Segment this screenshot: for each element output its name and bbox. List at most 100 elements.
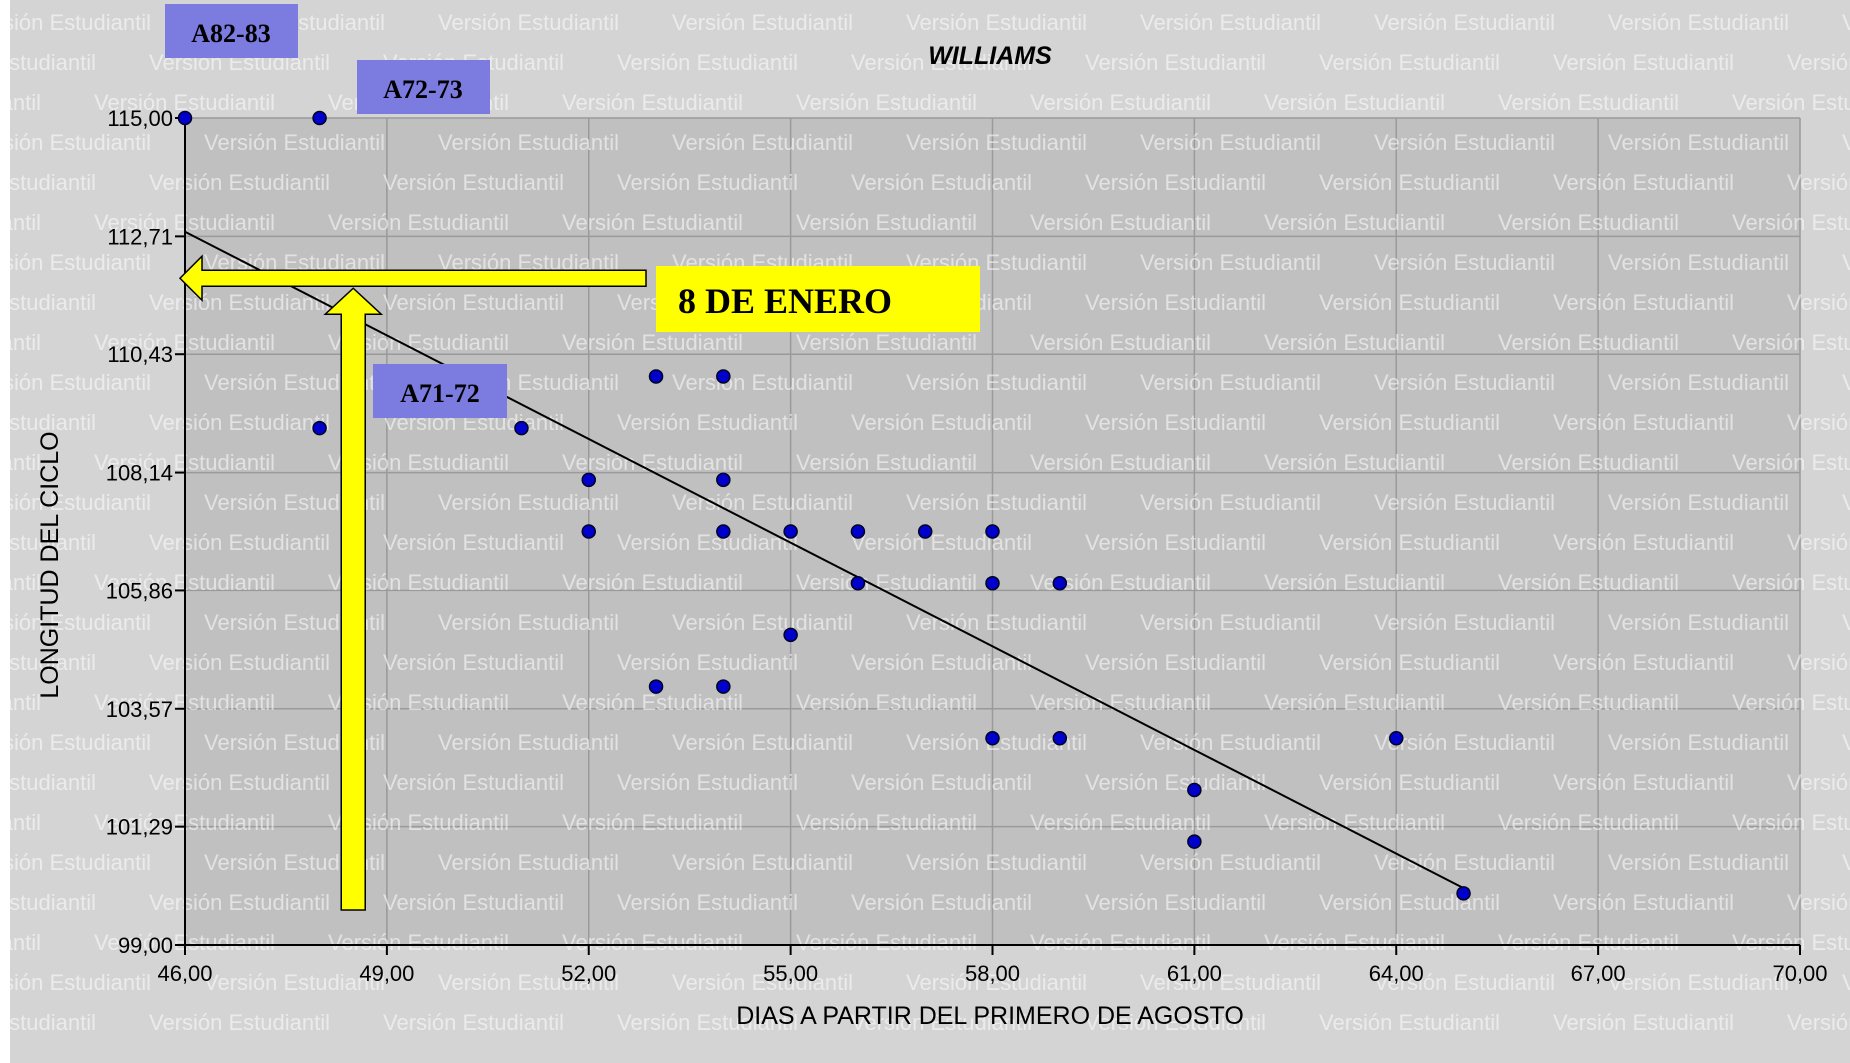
watermark-text: Versión Estudiantil [1140, 610, 1321, 635]
watermark-text: Versión Estudiantil [1085, 1010, 1266, 1035]
watermark-text: Versión Estudiantil [1498, 690, 1679, 715]
watermark-text: Versión Estudiantil [1842, 10, 1850, 35]
y-tick-label: 99,00 [118, 933, 173, 958]
watermark-text: Versión Estudiantil [906, 130, 1087, 155]
watermark-text: Versión Estudiantil [851, 50, 1032, 75]
watermark-text: Versión Estudiantil [1608, 370, 1789, 395]
x-tick-label: 46,00 [157, 961, 212, 986]
watermark-text: Versión Estudiantil [1140, 730, 1321, 755]
tag-8-de-enero-box [656, 266, 980, 332]
watermark-text: Versión Estudiantil [0, 50, 96, 75]
watermark-text: Versión Estudiantil [1732, 330, 1850, 355]
watermark-text: Versión Estudiantil [1608, 490, 1789, 515]
watermark-text: Versión Estudiantil [1553, 890, 1734, 915]
watermark-text: Versión Estudiantil [1140, 850, 1321, 875]
x-tick-label: 70,00 [1772, 961, 1827, 986]
watermark-text: Versión Estudiantil [1374, 370, 1555, 395]
watermark-text: Versión Estudiantil [1085, 650, 1266, 675]
watermark-text: Versión Estudiantil [617, 530, 798, 555]
data-point [716, 524, 731, 539]
watermark-text: Versión Estudiantil [1498, 210, 1679, 235]
watermark-text: Versión Estudiantil [1374, 10, 1555, 35]
watermark-text: Versión Estudiantil [906, 970, 1087, 995]
watermark-text: Versión Estudiantil [0, 650, 96, 675]
watermark-text: Versión Estudiantil [851, 530, 1032, 555]
watermark-text: Versión Estudiantil [1085, 50, 1266, 75]
watermark-text: Versión Estudiantil [1608, 970, 1789, 995]
watermark-text: Versión Estudiantil [383, 290, 564, 315]
watermark-text: Versión Estudiantil [906, 370, 1087, 395]
tag-a82-83: A82-83 [191, 19, 270, 48]
watermark-text: Versión Estudiantil [796, 810, 977, 835]
watermark-text: Versión Estudiantil [906, 610, 1087, 635]
watermark-text: Versión Estudiantil [672, 970, 853, 995]
watermark-text: Versión Estudiantil [1498, 930, 1679, 955]
watermark-text: Versión Estudiantil [1787, 650, 1850, 675]
watermark-text: Versión Estudiantil [1319, 530, 1500, 555]
watermark-text: Versión Estudiantil [1787, 170, 1850, 195]
watermark-text: Versión Estudiantil [438, 10, 619, 35]
x-tick-label: 55,00 [763, 961, 818, 986]
watermark-text: Versión Estudiantil [1553, 1010, 1734, 1035]
watermark-text: Versión Estudiantil [796, 210, 977, 235]
watermark-text: Versión Estudiantil [851, 170, 1032, 195]
watermark-text: Versión Estudiantil [0, 570, 41, 595]
watermark-text: Versión Estudiantil [1140, 490, 1321, 515]
watermark-text: Versión Estudiantil [0, 850, 151, 875]
watermark-text: Versión Estudiantil [1374, 130, 1555, 155]
tag-8-de-enero: 8 DE ENERO [678, 281, 892, 321]
watermark-text: Versión Estudiantil [149, 530, 330, 555]
watermark-text: Versión Estudiantil [383, 890, 564, 915]
watermark-text: Versión Estudiantil [1374, 250, 1555, 275]
watermark-text: Versión Estudiantil [1319, 650, 1500, 675]
watermark-text: Versión Estudiantil [1264, 930, 1445, 955]
watermark-text: Versión Estudiantil [0, 930, 41, 955]
watermark-text: Versión Estudiantil [617, 50, 798, 75]
gridlines [184, 117, 1801, 946]
watermark-text: Versión Estudiantil [383, 770, 564, 795]
watermark-text: Versión Estudiantil [0, 690, 41, 715]
watermark-text: Versión Estudiantil [1732, 210, 1850, 235]
watermark-text: Versión Estudiantil [1732, 810, 1850, 835]
watermark-text: Versión Estudiantil [1732, 930, 1850, 955]
watermark-text: Versión Estudiantil [562, 570, 743, 595]
watermark-text: Versión Estudiantil [1787, 530, 1850, 555]
watermark-text: Versión Estudiantil [0, 890, 96, 915]
watermark-text: Versión Estudiantil [796, 330, 977, 355]
y-axis-label: LONGITUD DEL CICLO [36, 431, 64, 698]
watermark-text: Versión Estudiantil [1319, 170, 1500, 195]
watermark-text: Versión Estudiantil [1319, 890, 1500, 915]
watermark-text: Versión Estudiantil [796, 450, 977, 475]
watermark-text: Versión Estudiantil [1374, 850, 1555, 875]
tag-a82-83-box [165, 4, 298, 58]
watermark-text: Versión Estudiantil [438, 130, 619, 155]
watermark-text: Versión Estudiantil [1319, 290, 1500, 315]
watermark-text: Versión Estudiantil [1264, 810, 1445, 835]
watermark-text: Versión Estudiantil [672, 610, 853, 635]
watermark-text: Versión Estudiantil [617, 1010, 798, 1035]
watermark-text: Versión Estudiantil [149, 890, 330, 915]
data-point [514, 420, 529, 436]
watermark-text: Versión Estudiantil [1140, 370, 1321, 395]
watermark-text: Versión Estudiantil [149, 650, 330, 675]
watermark-text: Versión Estudiantil [1374, 610, 1555, 635]
tag-a71-72-box [373, 364, 507, 418]
y-tick-label: 108,14 [106, 461, 173, 486]
x-tick-label: 52,00 [561, 961, 616, 986]
y-tick-label: 115,00 [107, 106, 173, 131]
watermark-text: Versión Estudiantil [617, 650, 798, 675]
y-tick-label: 103,57 [106, 697, 173, 722]
watermark-text: Versión Estudiantil [796, 690, 977, 715]
x-tick-label: 61,00 [1167, 961, 1222, 986]
data-point [985, 524, 1000, 539]
watermark-text: Versión Estudiantil [1732, 570, 1850, 595]
watermark-text: Versión Estudiantil [0, 730, 151, 755]
trendline [184, 230, 1464, 890]
watermark-text: Versión Estudiantil [672, 490, 853, 515]
watermark-text: Versión Estudiantil [617, 170, 798, 195]
watermark-text: Versión Estudiantil [1264, 330, 1445, 355]
watermark-text: Versión Estudiantil [1140, 970, 1321, 995]
watermark-text: Versión Estudiantil [1787, 770, 1850, 795]
watermark-text: Versión Estudiantil [1085, 290, 1266, 315]
